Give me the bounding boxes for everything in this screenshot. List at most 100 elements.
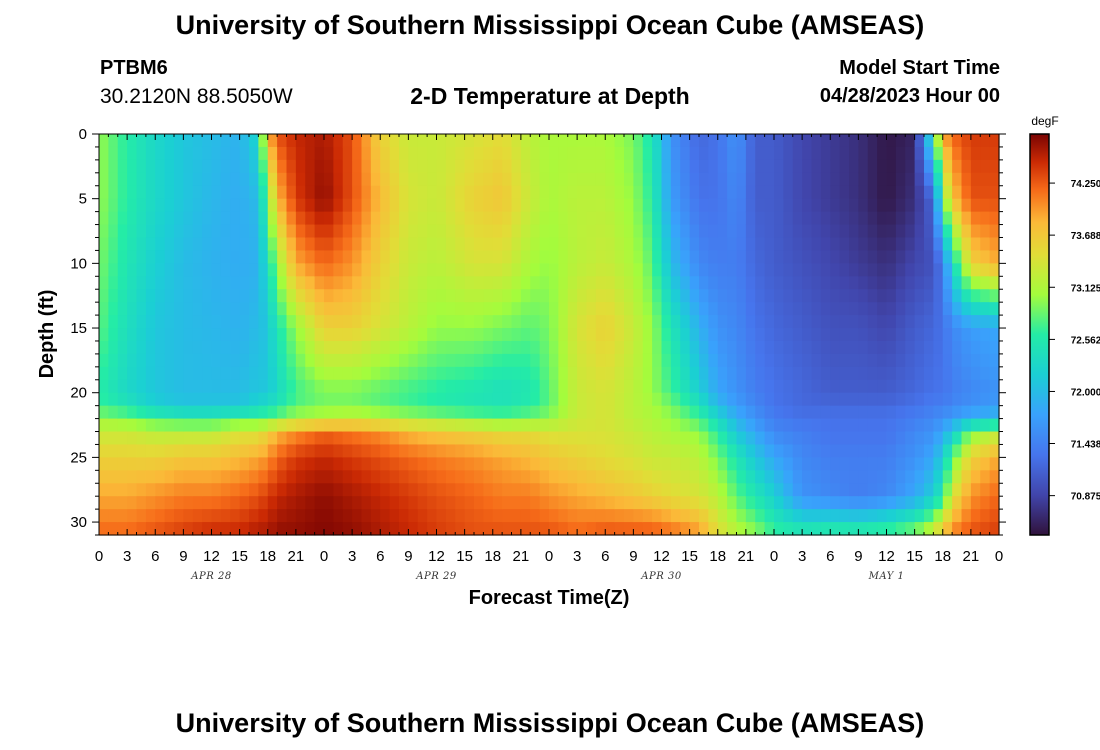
heatmap-cell [342,302,353,316]
heatmap-cell [342,353,353,368]
heatmap-cell [811,146,822,161]
heatmap-cell [905,211,916,226]
heatmap-cell [427,328,438,342]
heatmap-cell [764,289,775,303]
heatmap-cell [895,483,906,497]
heatmap-cell [792,418,803,433]
heatmap-cell [727,172,738,187]
heatmap-cell [783,392,794,407]
heatmap-cell [192,418,203,433]
heatmap-cell [942,263,953,277]
heatmap-cell [764,211,775,226]
x-tick-label: 9 [179,548,187,565]
heatmap-cell [192,353,203,368]
heatmap-cell [408,340,419,355]
heatmap-cell [164,302,175,316]
heatmap-cell [680,302,691,316]
heatmap-cell [605,522,616,536]
heatmap-cell [295,146,306,161]
heatmap-cell [849,328,859,342]
heatmap-cell [202,250,213,264]
heatmap-cell [549,185,559,200]
heatmap-cell [736,405,747,420]
heatmap-cell [492,276,503,290]
heatmap-cell [295,172,306,187]
heatmap-cell [136,172,147,187]
heatmap-cell [136,470,147,484]
heatmap-cell [614,366,625,381]
heatmap-cell [511,522,522,536]
heatmap-cell [858,263,869,277]
heatmap-cell [445,522,456,536]
heatmap-cell [380,431,391,446]
heatmap-cell [867,250,878,264]
heatmap-cell [464,405,475,420]
heatmap-cell [277,470,288,484]
heatmap-cell [877,470,888,484]
heatmap-cell [642,444,653,458]
heatmap-cell [174,483,184,497]
heatmap-cell [220,172,231,187]
heatmap-cell [989,379,1000,394]
heatmap-cell [305,224,316,239]
heatmap-cell [783,250,794,264]
heatmap-cell [792,353,803,368]
heatmap-cell [108,172,119,187]
heatmap-cell [436,276,447,290]
heatmap-cell [174,185,184,200]
heatmap-cell [642,185,653,200]
heatmap-cell [642,483,653,497]
heatmap-cell [445,457,456,471]
heatmap-cell [567,302,578,316]
heatmap-cell [427,353,438,368]
heatmap-cell [502,172,513,187]
figure-title: University of Southern Mississippi Ocean… [175,10,925,40]
heatmap-cell [295,250,306,264]
heatmap-cell [211,237,222,252]
heatmap-cell [633,185,644,200]
heatmap-cell [117,198,128,213]
heatmap-cell [820,353,831,368]
heatmap-cell [342,444,353,458]
heatmap-cell [408,379,419,394]
heatmap-cell [155,353,166,368]
heatmap-cell [108,392,119,407]
heatmap-cell [942,276,953,290]
heatmap-cell [774,224,784,239]
heatmap-cell [464,366,475,381]
heatmap-cell [970,211,981,226]
x-tick-label: 15 [231,548,248,565]
heatmap-cell [727,276,738,290]
heatmap-cell [99,224,109,239]
heatmap-cell [333,250,344,264]
heatmap-cell [989,224,1000,239]
heatmap-cell [577,522,588,536]
heatmap-cell [220,198,231,213]
heatmap-cell [530,289,541,303]
heatmap-cell [905,379,916,394]
heatmap-cell [483,263,494,277]
heatmap-cell [877,340,888,355]
heatmap-cell [352,146,363,161]
heatmap-cell [652,159,663,174]
heatmap-cell [370,315,381,329]
heatmap-cell [558,340,569,355]
heatmap-cell [164,353,175,368]
heatmap-cell [230,146,241,161]
heatmap-cell [849,522,859,536]
heatmap-cell [652,302,663,316]
heatmap-cell [324,315,334,329]
heatmap-cell [352,444,363,458]
heatmap-cell [164,444,175,458]
heatmap-cell [361,470,372,484]
heatmap-cell [867,172,878,187]
heatmap-cell [520,328,531,342]
heatmap-cell [239,134,250,148]
heatmap-cell [155,276,166,290]
heatmap-cell [520,159,531,174]
heatmap-cell [136,379,147,394]
heatmap-cell [877,146,888,161]
heatmap-cell [155,522,166,536]
heatmap-cell [417,146,428,161]
heatmap-cell [530,379,541,394]
